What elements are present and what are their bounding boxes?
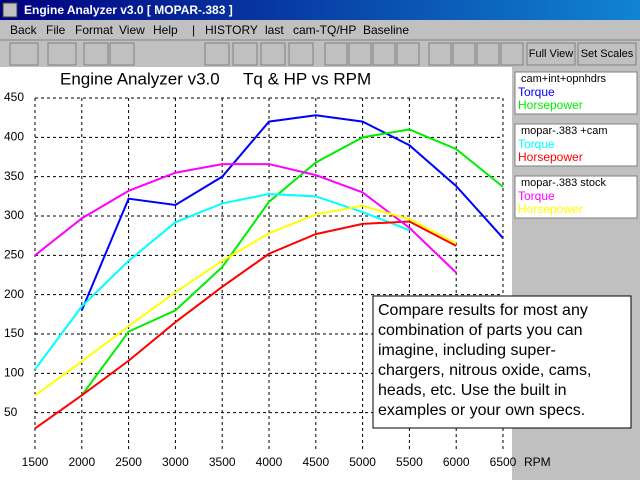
y-tick-label: 400 — [4, 130, 24, 144]
menu-item[interactable]: Back — [10, 23, 38, 37]
left-button[interactable] — [260, 42, 286, 66]
legend-entry: Torque — [518, 137, 555, 151]
series-line — [80, 128, 504, 396]
menu-item[interactable]: Format — [75, 23, 114, 37]
zoom-y-in[interactable] — [476, 42, 500, 66]
chart-button[interactable] — [232, 42, 258, 66]
menu-item[interactable]: | — [192, 23, 195, 37]
right-button[interactable] — [288, 42, 314, 66]
x-tick-label: 5500 — [396, 455, 423, 469]
legend-box — [514, 71, 638, 115]
zoom-x-in[interactable] — [428, 42, 452, 66]
x-tick-label: 4500 — [302, 455, 329, 469]
legend-box — [514, 175, 638, 219]
chart-button[interactable] — [204, 42, 230, 66]
x-axis-label: RPM — [524, 455, 551, 469]
chart-title: Engine Analyzer v3.0 Tq & HP vs RPM — [60, 69, 371, 88]
y-tick-label: 100 — [4, 366, 24, 380]
x-tick-label: 2500 — [115, 455, 142, 469]
legend-group-title: cam+int+opnhdrs — [521, 73, 606, 85]
annotation-line: chargers, nitrous oxide, cams, — [378, 362, 591, 379]
set-scales-button[interactable] — [577, 42, 637, 66]
annotation-box — [372, 295, 632, 429]
button-label: Full View — [529, 48, 573, 60]
menu-item[interactable]: Help — [153, 23, 178, 37]
legend-group-title: mopar-.383 stock — [521, 177, 606, 189]
app-icon[interactable] — [2, 2, 18, 18]
menu-item[interactable]: cam-TQ/HP — [293, 23, 356, 37]
legend-group-title: mopar-.383 +cam — [521, 125, 608, 137]
pan-down[interactable] — [396, 42, 420, 66]
save-button[interactable] — [47, 42, 77, 66]
window-title: Engine Analyzer v3.0 [ MOPAR-.383 ] — [24, 3, 233, 17]
x-tick-label: 3000 — [162, 455, 189, 469]
x-tick-label: 3500 — [209, 455, 236, 469]
full-view-button[interactable] — [526, 42, 576, 66]
button-label: Set Scales — [581, 48, 634, 60]
series-line — [34, 192, 410, 370]
pan-up[interactable] — [372, 42, 396, 66]
series-line — [34, 204, 457, 397]
zoom-x-out[interactable] — [452, 42, 476, 66]
legend-box — [514, 123, 638, 167]
menu-item[interactable]: File — [46, 23, 66, 37]
x-tick-label: 5000 — [349, 455, 376, 469]
pan-left[interactable] — [324, 42, 348, 66]
y-tick-label: 150 — [4, 326, 24, 340]
zoom-y-out[interactable] — [500, 42, 524, 66]
series-line — [80, 114, 504, 311]
legend-entry: Horsepower — [518, 150, 583, 164]
annotation-line: imagine, including super- — [378, 342, 556, 359]
series-line — [34, 163, 457, 274]
y-tick-label: 50 — [4, 405, 18, 419]
menu-item[interactable]: Baseline — [363, 23, 409, 37]
series-line — [34, 220, 457, 430]
y-tick-label: 300 — [4, 208, 24, 222]
chart-button[interactable] — [109, 42, 135, 66]
pan-right[interactable] — [348, 42, 372, 66]
menu-item[interactable]: HISTORY — [205, 23, 258, 37]
annotation-line: heads, etc. Use the built in — [378, 382, 567, 399]
legend-entry: Horsepower — [518, 202, 583, 216]
legend-entry: Torque — [518, 189, 555, 203]
x-tick-label: 1500 — [22, 455, 49, 469]
toolbar-icons — [9, 42, 637, 66]
y-tick-label: 450 — [4, 90, 24, 104]
annotation-line: Compare results for most any — [378, 302, 588, 319]
menu-item[interactable]: last — [265, 23, 284, 37]
x-tick-label: 6000 — [443, 455, 470, 469]
legend-entry: Torque — [518, 85, 555, 99]
y-tick-label: 250 — [4, 248, 24, 262]
x-tick-label: 6500 — [490, 455, 517, 469]
y-tick-label: 200 — [4, 287, 24, 301]
menu-item[interactable]: View — [119, 23, 145, 37]
chart-button[interactable] — [83, 42, 109, 66]
x-tick-label: 2000 — [68, 455, 95, 469]
title-bar — [0, 0, 640, 20]
annotation-line: combination of parts you can — [378, 322, 583, 339]
annotation-line: examples or your own specs. — [378, 402, 585, 419]
x-tick-label: 4000 — [256, 455, 283, 469]
print-button[interactable] — [9, 42, 39, 66]
y-tick-label: 350 — [4, 169, 24, 183]
legend-entry: Horsepower — [518, 98, 583, 112]
